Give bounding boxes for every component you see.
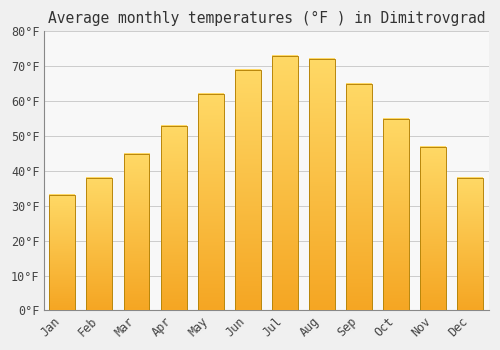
Bar <box>458 178 483 310</box>
Bar <box>383 119 409 310</box>
Bar <box>124 154 150 310</box>
Bar <box>346 84 372 310</box>
Bar <box>198 94 224 310</box>
Bar <box>86 178 113 310</box>
Title: Average monthly temperatures (°F ) in Dimitrovgrad: Average monthly temperatures (°F ) in Di… <box>48 11 485 26</box>
Bar <box>272 56 298 310</box>
Bar <box>309 60 335 310</box>
Bar <box>420 147 446 310</box>
Bar <box>235 70 261 310</box>
Bar <box>160 126 186 310</box>
Bar <box>50 195 76 310</box>
